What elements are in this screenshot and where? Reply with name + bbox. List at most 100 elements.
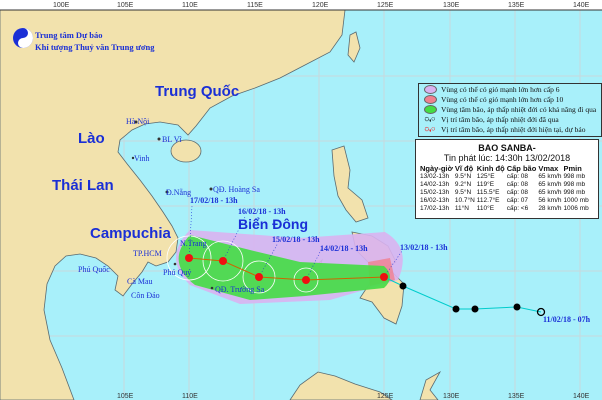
table-cell: 17/02-13h xyxy=(420,205,450,212)
past-point xyxy=(452,305,460,313)
table-cell: 1006 mb xyxy=(563,205,589,212)
label-camau: Cà Mau xyxy=(127,277,153,286)
table-cell: 112.7°E xyxy=(476,197,500,204)
table-cell: 115.5°E xyxy=(476,189,500,196)
table-cell: cấp: 08 xyxy=(506,181,529,188)
label-nhatrang: N.Trang xyxy=(180,239,207,248)
organization-name: Trung tâm Dự báo Khí tượng Thuỷ văn Trun… xyxy=(35,29,155,53)
label-laos: Lào xyxy=(78,130,105,147)
table-row: 17/02-13h 11°N 110°E cấp: <6 28 km/h 1006 mb xyxy=(419,205,590,213)
label-date-13: 13/02/18 - 13h xyxy=(400,243,448,252)
past-points xyxy=(399,282,546,317)
city-dots xyxy=(131,120,214,290)
top-tick-label: 100E xyxy=(53,2,70,9)
label-vinh: Vinh xyxy=(134,154,150,163)
pink-zone-icon xyxy=(423,94,437,104)
label-danang: Đ.Nẵng xyxy=(166,188,191,197)
mainland-asia xyxy=(0,9,346,400)
bottom-tick-label: 130E xyxy=(443,393,460,400)
bottom-tick-label: 110E xyxy=(182,393,198,400)
top-ruler xyxy=(0,0,602,10)
table-row: 15/02-13h 9.5°N 115.5°E cấp: 08 65 km/h 998 m… xyxy=(419,189,590,197)
label-date-14: 14/02/18 - 13h xyxy=(320,244,368,253)
issued-time: Tin phát lúc: 14:30h 13/02/2018 xyxy=(443,153,571,163)
forecast-point-14 xyxy=(302,276,310,284)
purple-zone-icon xyxy=(423,84,437,94)
table-cell: 65 km/h xyxy=(538,181,562,188)
land xyxy=(0,9,442,400)
bottom-tick-label: 135E xyxy=(508,393,525,400)
legend-item: Vùng tâm bão, áp thấp nhiệt đới có khả n… xyxy=(419,104,601,114)
storm-cone xyxy=(178,235,390,300)
green-zone-icon xyxy=(423,104,437,114)
storm-info-box: BAO SANBA- Tin phát lúc: 14:30h 13/02/20… xyxy=(415,139,599,219)
table-cell: 998 mb xyxy=(563,181,586,188)
label-phuquy: Phú Quý xyxy=(163,268,191,277)
table-cell: 28 km/h xyxy=(538,205,562,212)
top-tick-label: 120E xyxy=(312,2,329,9)
table-cell: 119°E xyxy=(476,181,495,188)
taiwan xyxy=(347,31,361,63)
table-cell: 14/02-13h xyxy=(420,181,450,188)
label-truongsa: QĐ. Trường Sa xyxy=(215,285,265,294)
table-row: 13/02-13h 9.5°N 125°E cấp: 08 65 km/h 998 mb xyxy=(419,173,590,181)
table-cell: 16/02-13h xyxy=(420,197,450,204)
hainan-island xyxy=(170,139,202,163)
table-cell: cấp: 07 xyxy=(506,197,529,204)
past-point xyxy=(471,305,479,313)
top-tick-label: 115E xyxy=(247,2,263,9)
table-cell: 56 km/h xyxy=(538,197,562,204)
label-date-15: 15/02/18 - 13h xyxy=(272,235,320,244)
table-cell: cấp: 08 xyxy=(506,189,529,196)
top-tick-label: 135E xyxy=(508,2,525,9)
legend-item: ꩻ○ Vị trí tâm bão, áp thấp nhiệt đới hiện… xyxy=(419,124,601,134)
table-header: Ngày-giờ Vĩ độ Kinh độ Cấp bão Vmax Pmin xyxy=(420,164,582,173)
legend-item: Vùng có thể có gió mạnh lớn hơn cấp 6 xyxy=(419,84,601,94)
table-cell: 9.5°N xyxy=(454,189,472,196)
label-date-16: 16/02/18 - 13h xyxy=(238,207,286,216)
label-hoangsa: QĐ. Hoàng Sa xyxy=(213,185,260,194)
table-cell: 9.5°N xyxy=(454,173,472,180)
current-storm-icon: ꩻ○ xyxy=(424,123,436,133)
kttv-logo-icon xyxy=(13,28,33,48)
table-cell: 15/02-13h xyxy=(420,189,450,196)
past-point xyxy=(513,303,521,311)
forecast-point-17 xyxy=(185,254,193,262)
past-point xyxy=(399,282,407,290)
top-tick-label: 110E xyxy=(182,2,198,9)
table-cell: 65 km/h xyxy=(538,189,562,196)
top-axis-ticks: 100E 105E 110E 115E 120E 125E 130E 135E 140E xyxy=(53,2,590,9)
org-line-2: Khí tượng Thuỷ văn Trung ương xyxy=(35,42,155,52)
table-cell: cấp: 08 xyxy=(506,173,529,180)
label-bachlongvi: BL Vĩ xyxy=(162,135,183,144)
storm-name: BAO SANBA- xyxy=(478,143,536,153)
table-cell: 1000 mb xyxy=(563,197,589,204)
label-leaders xyxy=(188,205,403,281)
bottom-tick-label: 140E xyxy=(573,393,590,400)
table-cell: 11°N xyxy=(454,205,469,212)
luzon xyxy=(331,145,369,223)
table-row: 14/02-13h 9.2°N 119°E cấp: 08 65 km/h 998 mb xyxy=(419,181,590,189)
forecast-point-15 xyxy=(255,273,263,281)
label-date-11: 11/02/18 - 07h xyxy=(543,315,591,324)
label-bien-dong: Biển Đông xyxy=(238,216,308,232)
table-cell: 10.7°N xyxy=(454,197,475,204)
table-cell: 125°E xyxy=(476,173,495,180)
table-cell: 13/02-13h xyxy=(420,173,450,180)
label-condao: Côn Đảo xyxy=(131,291,160,300)
label-thailand: Thái Lan xyxy=(52,177,114,194)
past-storm-icon: ꩻ○ xyxy=(424,113,436,123)
table-cell: 998 mb xyxy=(563,173,586,180)
label-phuquoc: Phú Quốc xyxy=(78,265,110,274)
sulawesi xyxy=(419,370,442,400)
top-tick-label: 125E xyxy=(377,2,394,9)
legend: Vùng có thể có gió mạnh lớn hơn cấp 6 Vù… xyxy=(418,83,602,137)
label-china: Trung Quốc xyxy=(155,83,239,100)
table-cell: cấp: <6 xyxy=(506,205,529,212)
table-cell: 998 mb xyxy=(563,189,586,196)
borneo xyxy=(289,371,393,400)
table-cell: 110°E xyxy=(476,205,495,212)
org-line-1: Trung tâm Dự báo xyxy=(35,30,103,40)
table-cell: 9.2°N xyxy=(454,181,472,188)
